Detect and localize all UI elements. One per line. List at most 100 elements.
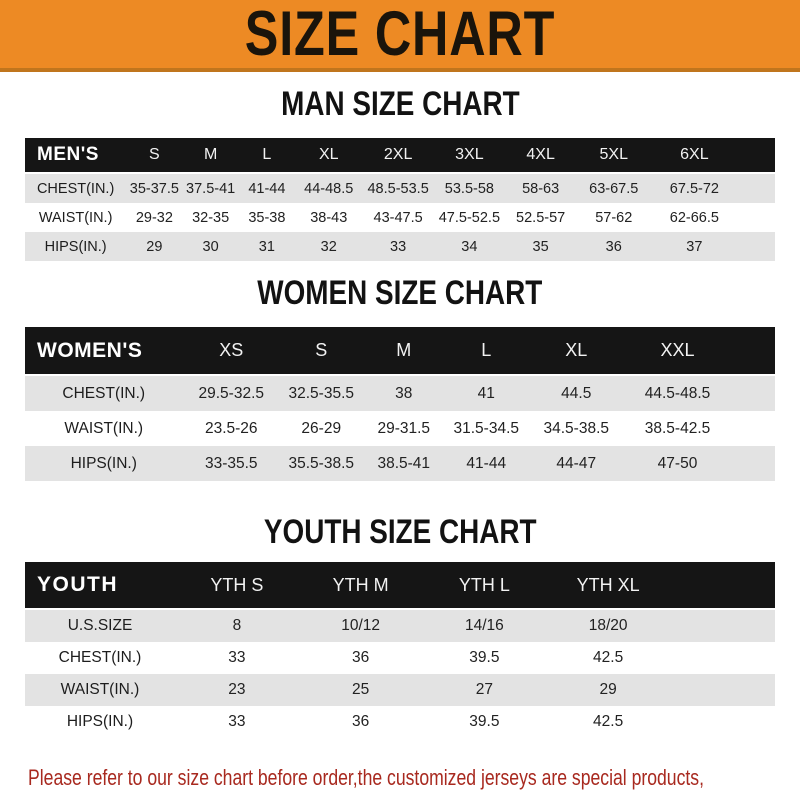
women-col-header-spacer [730, 327, 775, 376]
youth-col-header: YTH M [298, 562, 423, 610]
size-cell: 36 [576, 232, 652, 261]
size-cell: 33 [362, 232, 434, 261]
size-cell: 32 [295, 232, 363, 261]
size-cell: 33 [175, 642, 299, 674]
women-table-header-row: WOMEN'S XS S M L XL XXL [25, 327, 775, 376]
size-cell: 42.5 [546, 642, 670, 674]
row-label: WAIST(IN.) [25, 674, 175, 706]
youth-section-heading: YOUTH SIZE CHART [0, 512, 800, 552]
size-cell: 35.5-38.5 [280, 446, 363, 481]
size-cell: 39.5 [422, 706, 547, 738]
disclaimer: Please refer to our size chart before or… [28, 762, 800, 800]
table-row: HIPS(IN.) 33-35.5 35.5-38.5 38.5-41 41-4… [25, 446, 775, 481]
size-cell: 23 [175, 674, 299, 706]
youth-col-header: YTH XL [546, 562, 670, 610]
row-label: CHEST(IN.) [25, 173, 127, 203]
youth-col-header: YTH S [175, 562, 299, 610]
size-chart-banner: SIZE CHART [0, 0, 800, 72]
youth-section-heading-text: YOUTH SIZE CHART [263, 513, 537, 551]
man-col-header: S [126, 138, 183, 174]
disclaimer-line-2: we don't accept cancel, change, teturn o… [28, 793, 646, 800]
size-cell: 29-31.5 [362, 411, 445, 446]
size-cell: 63-67.5 [576, 173, 652, 203]
row-label: U.S.SIZE [25, 609, 175, 642]
size-cell: 38.5-42.5 [625, 411, 730, 446]
size-cell: 34 [433, 232, 505, 261]
size-cell: 29.5-32.5 [182, 375, 280, 411]
women-col-header: XS [182, 327, 280, 376]
row-label: WAIST(IN.) [25, 411, 183, 446]
size-cell: 44-47 [527, 446, 625, 481]
size-cell: 47-50 [625, 446, 730, 481]
women-col-header: M [362, 327, 445, 376]
row-label: CHEST(IN.) [25, 375, 183, 411]
women-col-header: L [445, 327, 528, 376]
size-cell: 37 [651, 232, 738, 261]
youth-table-label: YOUTH [25, 562, 175, 610]
size-cell: 32-35 [182, 203, 239, 232]
size-cell: 10/12 [298, 609, 423, 642]
size-cell: 33 [175, 706, 299, 738]
table-row: WAIST(IN.) 23.5-26 26-29 29-31.5 31.5-34… [25, 411, 775, 446]
size-cell: 57-62 [576, 203, 652, 232]
size-cell: 48.5-53.5 [362, 173, 434, 203]
size-cell: 67.5-72 [651, 173, 738, 203]
size-cell: 26-29 [280, 411, 363, 446]
man-col-header: L [238, 138, 295, 174]
size-cell: 36 [298, 706, 423, 738]
size-cell-spacer [670, 642, 775, 674]
size-cell-spacer [670, 706, 775, 738]
women-col-header: XXL [625, 327, 730, 376]
size-cell: 42.5 [546, 706, 670, 738]
youth-size-table: YOUTH YTH S YTH M YTH L YTH XL U.S.SIZE … [25, 562, 775, 738]
size-cell: 14/16 [422, 609, 547, 642]
size-cell: 44.5-48.5 [625, 375, 730, 411]
size-cell: 35-37.5 [126, 173, 183, 203]
table-row: HIPS(IN.) 29 30 31 32 33 34 35 36 37 [25, 232, 775, 261]
row-label: CHEST(IN.) [25, 642, 175, 674]
disclaimer-line-1: Please refer to our size chart before or… [28, 765, 704, 790]
man-table-label: MEN'S [25, 138, 127, 174]
table-row: WAIST(IN.) 29-32 32-35 35-38 38-43 43-47… [25, 203, 775, 232]
youth-col-header: YTH L [422, 562, 547, 610]
size-cell-spacer [670, 674, 775, 706]
size-cell: 35 [505, 232, 577, 261]
man-col-header: 5XL [576, 138, 652, 174]
size-cell: 23.5-26 [182, 411, 280, 446]
size-cell: 8 [175, 609, 299, 642]
size-cell: 32.5-35.5 [280, 375, 363, 411]
women-col-header: S [280, 327, 363, 376]
size-cell: 38-43 [295, 203, 363, 232]
table-row: CHEST(IN.) 33 36 39.5 42.5 [25, 642, 775, 674]
man-col-header: 3XL [433, 138, 505, 174]
row-label: HIPS(IN.) [25, 232, 127, 261]
man-col-header: 2XL [362, 138, 434, 174]
size-cell: 41-44 [238, 173, 295, 203]
size-cell: 31.5-34.5 [445, 411, 528, 446]
row-label: HIPS(IN.) [25, 446, 183, 481]
size-cell: 29 [546, 674, 670, 706]
size-cell-spacer [737, 173, 775, 203]
size-cell-spacer [730, 446, 775, 481]
size-cell: 18/20 [546, 609, 670, 642]
size-cell-spacer [737, 232, 775, 261]
women-table-label: WOMEN'S [25, 327, 183, 376]
size-cell-spacer [737, 203, 775, 232]
man-col-header-spacer [737, 138, 775, 174]
man-size-table: MEN'S S M L XL 2XL 3XL 4XL 5XL 6XL CHEST… [25, 138, 775, 261]
size-cell: 36 [298, 642, 423, 674]
size-cell: 52.5-57 [505, 203, 577, 232]
size-cell: 29 [126, 232, 183, 261]
size-cell-spacer [670, 609, 775, 642]
man-col-header: 4XL [505, 138, 577, 174]
size-cell: 41-44 [445, 446, 528, 481]
size-cell: 44.5 [527, 375, 625, 411]
man-col-header: M [182, 138, 239, 174]
size-cell: 47.5-52.5 [433, 203, 505, 232]
size-cell: 31 [238, 232, 295, 261]
women-section-heading-text: WOMEN SIZE CHART [257, 274, 543, 312]
size-cell: 25 [298, 674, 423, 706]
size-cell: 34.5-38.5 [527, 411, 625, 446]
size-cell: 39.5 [422, 642, 547, 674]
size-cell: 33-35.5 [182, 446, 280, 481]
